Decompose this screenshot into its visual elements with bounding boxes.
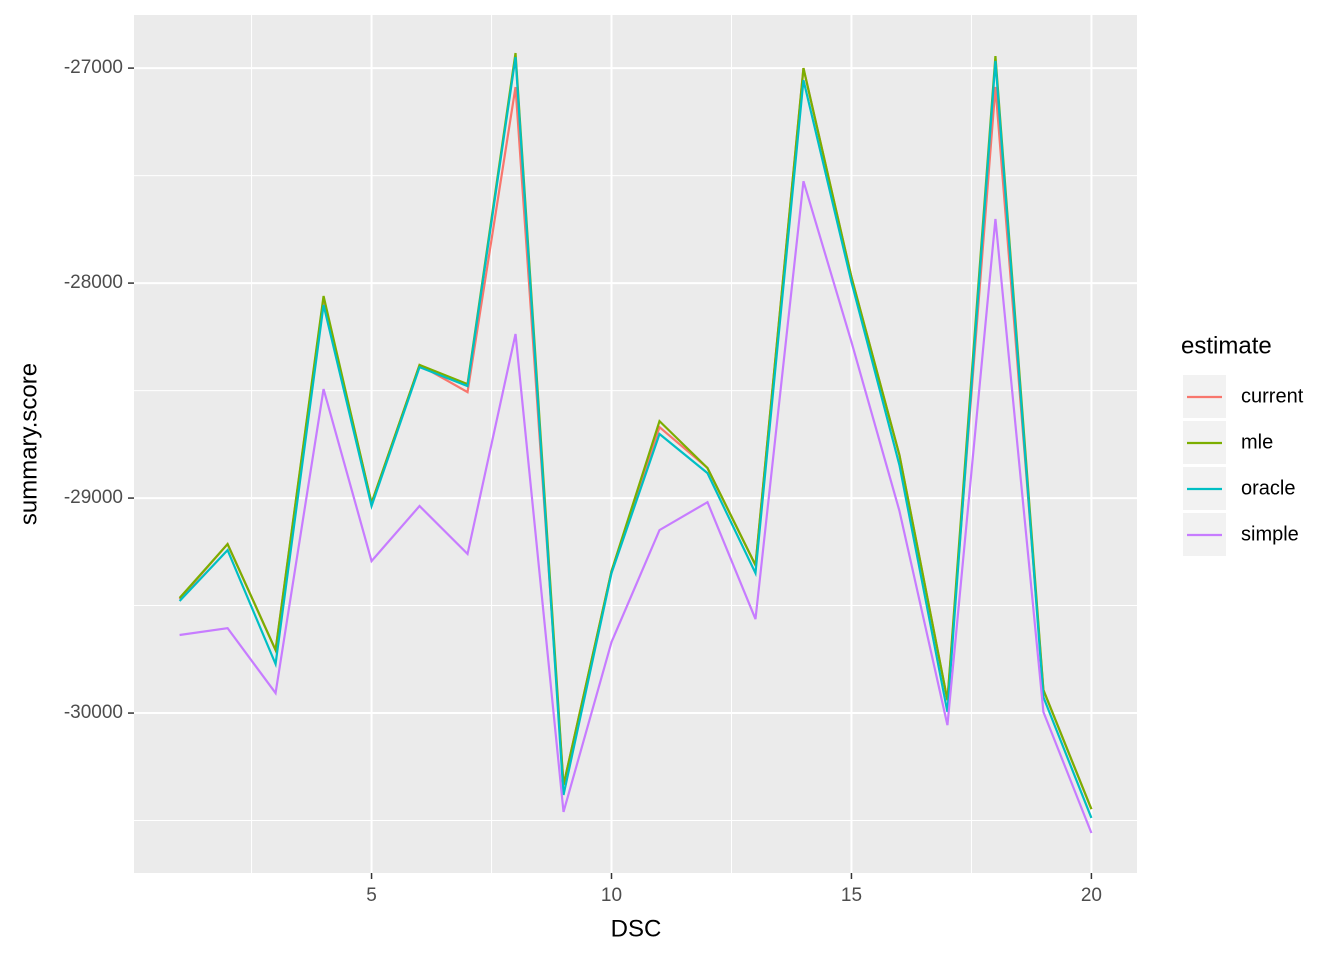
x-tick-label: 20 bbox=[1081, 885, 1102, 906]
legend-label: oracle bbox=[1241, 477, 1295, 499]
y-axis-title: summary.score bbox=[15, 363, 42, 525]
y-tick-label: -28000 bbox=[64, 272, 123, 293]
panel bbox=[134, 15, 1137, 873]
x-tick-label: 10 bbox=[601, 885, 622, 906]
legend-label: current bbox=[1241, 385, 1304, 407]
y-tick-label: -27000 bbox=[64, 57, 123, 78]
line bbox=[178, 52, 1093, 810]
x-tick-label: 5 bbox=[366, 885, 377, 906]
x-axis-title: DSC bbox=[611, 915, 662, 942]
legend-title: estimate bbox=[1181, 332, 1272, 359]
y-tick-label: -29000 bbox=[64, 487, 123, 508]
legend-label: mle bbox=[1241, 431, 1273, 453]
line bbox=[179, 180, 1093, 834]
line bbox=[178, 56, 1093, 819]
y-tick-label: -30000 bbox=[64, 702, 123, 723]
x-tick-label: 15 bbox=[841, 885, 862, 906]
legend-label: simple bbox=[1241, 523, 1299, 545]
